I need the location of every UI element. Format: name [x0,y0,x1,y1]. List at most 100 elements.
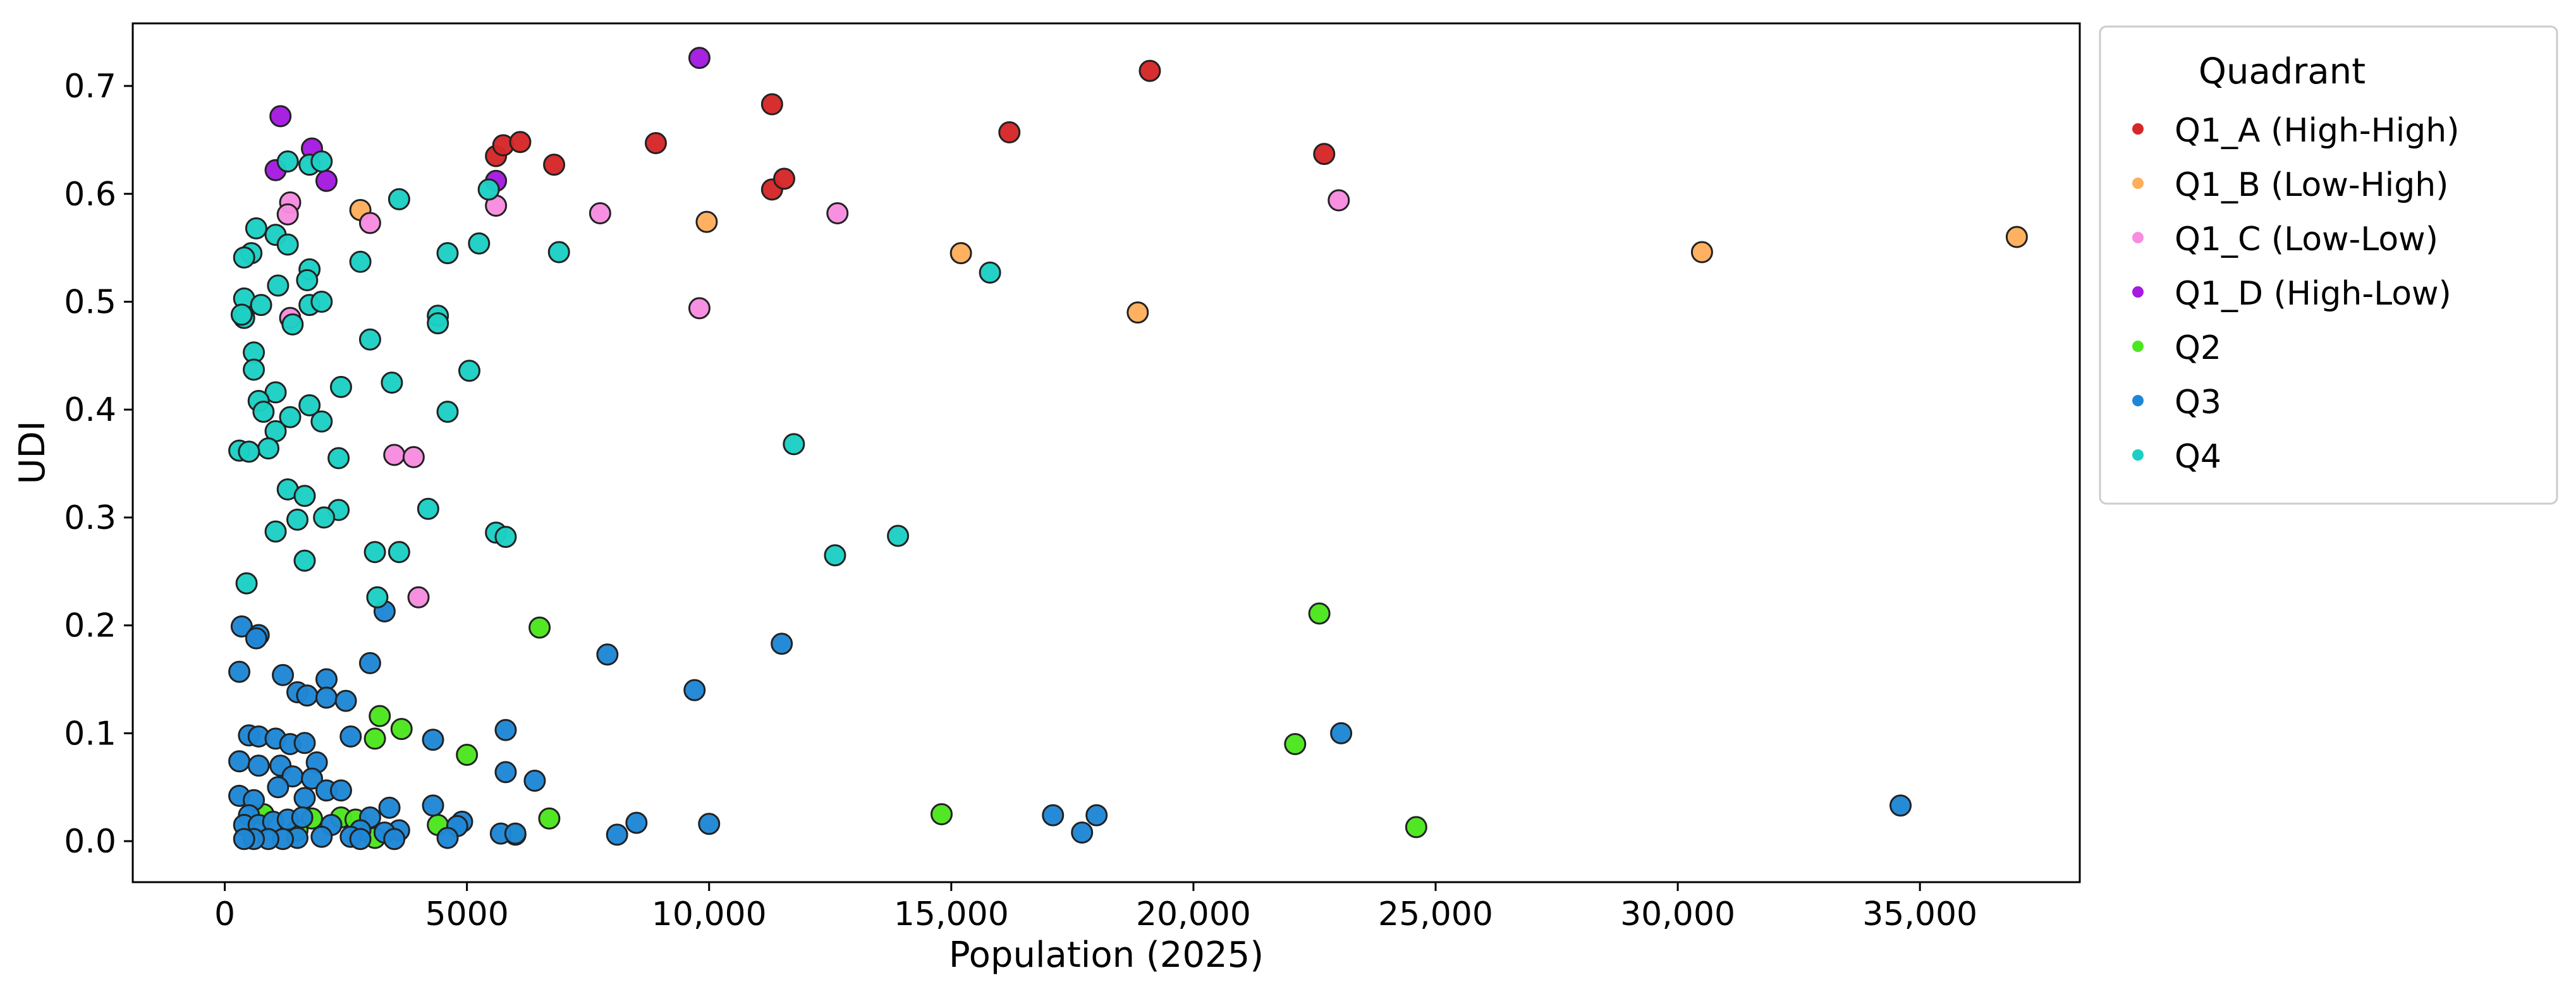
data-point [267,776,290,799]
data-point [233,246,255,269]
y-tick-label: 0.1 [64,715,116,753]
data-point [293,732,316,755]
data-point [383,444,406,466]
data-point [1405,816,1427,839]
data-point [436,242,459,265]
data-point [358,328,381,351]
data-point [1308,602,1331,625]
data-point [1313,143,1336,166]
data-point [1071,821,1094,844]
data-point [264,520,287,543]
data-point [310,290,333,313]
y-tick-label: 0.6 [64,176,116,214]
data-point [272,664,295,686]
data-point [494,718,517,741]
data-point [1284,732,1307,755]
data-point [310,825,333,848]
data-point [327,447,350,470]
y-tick-label: 0.2 [64,607,116,645]
data-point [695,210,718,233]
y-tick-label: 0.7 [64,68,116,106]
data-point [1328,189,1350,212]
x-tick-label: 30,000 [1620,895,1735,933]
data-point [477,178,500,201]
legend-marker [2132,449,2144,461]
legend-label: Q2 [2175,329,2221,367]
data-point [390,718,413,741]
legend-marker [2132,395,2144,406]
data-point [688,297,711,320]
data-point [310,150,333,173]
data-point [235,572,258,595]
data-point [596,643,619,666]
data-point [315,169,338,192]
data-point [422,729,444,751]
data-point [1042,804,1065,827]
data-point [383,828,406,851]
data-point [494,761,517,784]
data-point [407,586,430,609]
data-point [458,360,480,382]
x-tick-label: 35,000 [1862,895,1977,933]
data-point [300,767,323,790]
data-point [436,827,459,849]
data-point [293,549,316,572]
data-point [298,394,321,416]
legend-label: Q1_D (High-Low) [2175,275,2451,313]
y-tick-label: 0.3 [64,499,116,537]
y-tick-label: 0.0 [64,823,116,861]
data-point [358,652,381,674]
data-point [772,167,795,190]
data-point [949,242,972,265]
data-point [931,803,953,825]
legend-title: Quadrant [2199,51,2365,92]
data-point [286,508,308,531]
data-point [771,633,793,655]
data-point [349,250,372,273]
data-point [468,232,491,255]
data-point [329,779,352,802]
data-point [334,689,357,712]
data-point [887,524,910,547]
data-point [315,668,338,691]
data-point [293,787,316,809]
data-point [402,445,425,468]
data-point [310,410,333,433]
data-point [1690,241,1713,264]
data-point [363,727,386,750]
data-point [388,541,410,564]
data-point [252,401,275,423]
data-point [528,616,551,639]
data-point [1085,804,1108,827]
data-point [589,202,611,224]
legend-label: Q4 [2175,438,2221,476]
data-point [230,303,253,326]
data-point [2005,226,2028,248]
x-tick-label: 5000 [425,895,508,933]
data-point [1330,722,1353,744]
data-point [313,506,336,529]
y-axis-label: UDI [12,421,53,485]
data-point [267,274,290,297]
legend-label: Q3 [2175,384,2221,421]
data-point [538,807,561,830]
data-point [547,241,570,264]
data-point [293,485,316,507]
x-tick-label: 25,000 [1378,895,1493,933]
x-axis-ticks: 0 5000 10,000 15,000 20,000 25,000 30,000 35,00… [214,882,1977,933]
data-point [543,154,566,176]
legend-label: Q1_C (Low-Low) [2175,221,2438,258]
data-point [228,750,251,773]
data-point [998,121,1021,143]
legend-label: Q1_B (Low-High) [2175,166,2448,204]
legend-marker [2132,123,2144,135]
data-point [250,294,272,317]
y-tick-label: 0.5 [64,283,116,321]
data-point [509,131,532,154]
data-point [238,440,260,463]
data-point [276,203,299,226]
data-point [427,312,449,335]
data-point [247,755,270,777]
data-point [358,212,381,234]
